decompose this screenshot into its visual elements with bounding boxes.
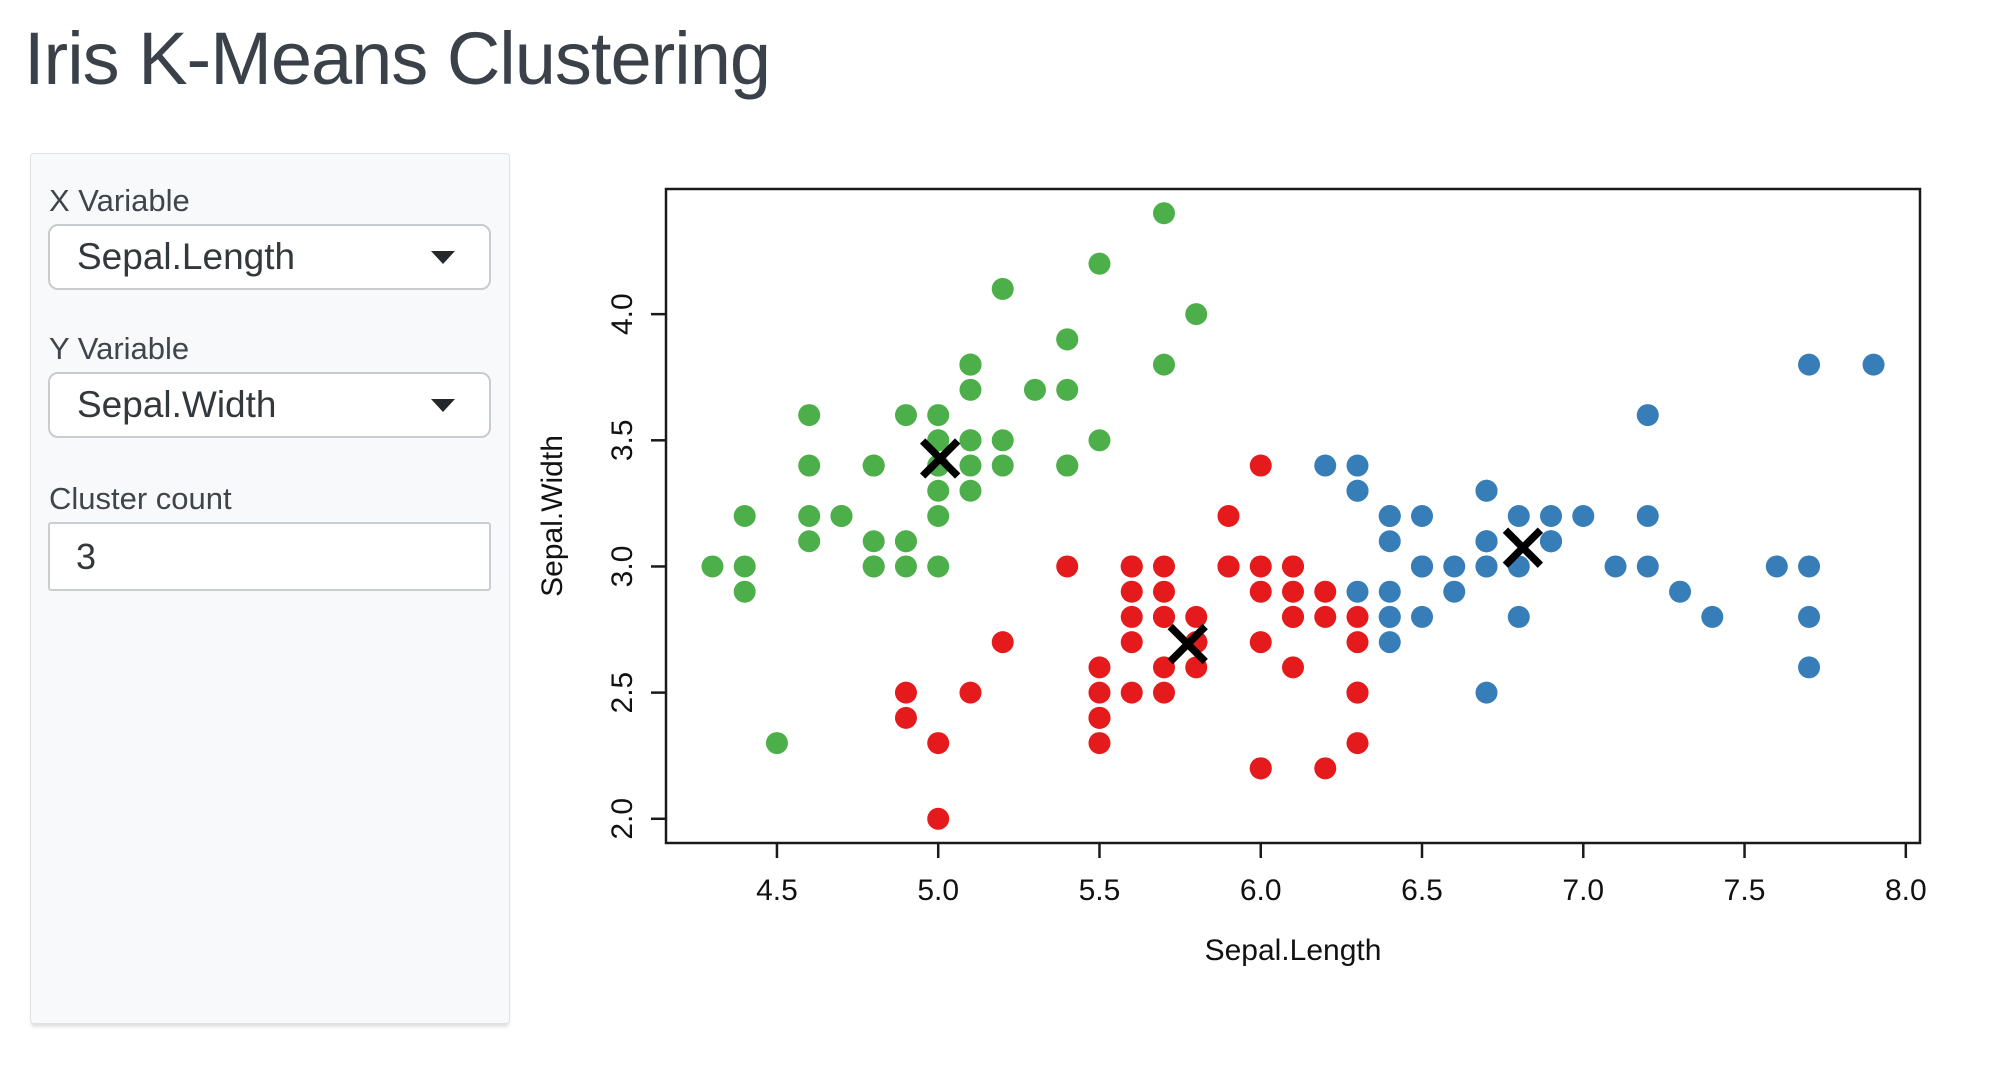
svg-text:5.0: 5.0	[917, 874, 959, 907]
y-variable-label: Y Variable	[49, 331, 190, 366]
svg-text:6.0: 6.0	[1240, 874, 1282, 907]
svg-text:2.5: 2.5	[606, 672, 639, 714]
chevron-down-icon	[431, 251, 455, 264]
svg-text:7.5: 7.5	[1724, 874, 1766, 907]
x-variable-label: X Variable	[49, 183, 190, 218]
scatter-plot-svg: 4.5 5.0 5.5 6.0 6.5 7.0 7.5 8.0 2.0 2.5 3.0 3.5 4.0 S…	[536, 187, 1927, 967]
y-variable-value: Sepal.Width	[77, 384, 277, 425]
svg-text:7.0: 7.0	[1562, 874, 1604, 907]
svg-text:3.5: 3.5	[606, 419, 639, 461]
svg-text:Sepal.Width: Sepal.Width	[536, 435, 569, 597]
svg-text:5.5: 5.5	[1079, 874, 1121, 907]
cluster-count-label: Cluster count	[49, 481, 232, 516]
svg-text:Sepal.Length: Sepal.Length	[1205, 934, 1382, 967]
cluster-plot: 4.5 5.0 5.5 6.0 6.5 7.0 7.5 8.0 2.0 2.5 3.0 3.5 4.0 S…	[520, 140, 1950, 1030]
sidebar: X Variable Sepal.Length Y Variable Sepal…	[30, 153, 510, 1024]
page-title: Iris K-Means Clustering	[24, 17, 771, 100]
x-variable-select[interactable]: Sepal.Length	[48, 224, 491, 290]
svg-text:3.0: 3.0	[606, 546, 639, 588]
svg-text:4.0: 4.0	[606, 293, 639, 335]
x-variable-value: Sepal.Length	[77, 236, 296, 277]
chevron-down-icon	[431, 399, 455, 412]
svg-text:4.5: 4.5	[756, 874, 798, 907]
svg-text:8.0: 8.0	[1885, 874, 1927, 907]
y-variable-select[interactable]: Sepal.Width	[48, 372, 491, 438]
svg-text:2.0: 2.0	[606, 798, 639, 840]
cluster-count-input[interactable]	[48, 522, 491, 591]
svg-text:6.5: 6.5	[1401, 874, 1443, 907]
